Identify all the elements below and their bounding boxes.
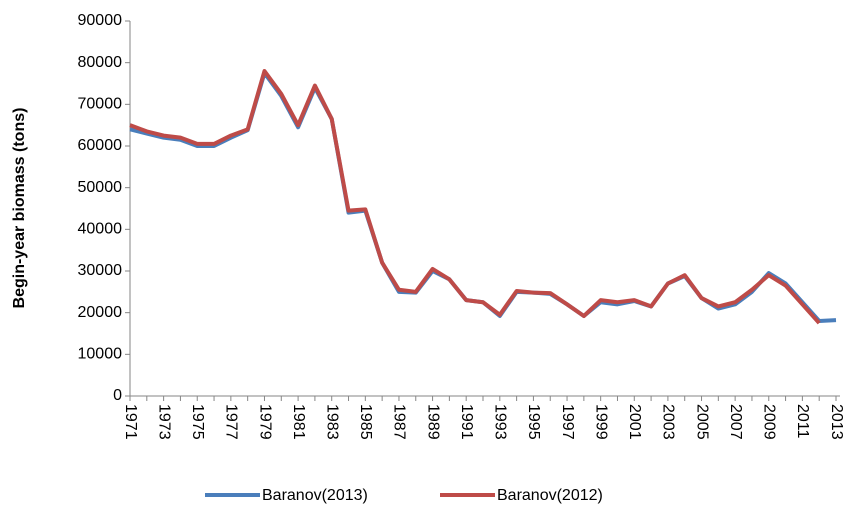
x-tick-label: 1981 [290,404,307,440]
x-tick-label: 1985 [357,404,374,440]
y-tick-label: 20000 [78,304,123,321]
x-tick-label: 2011 [794,404,811,439]
x-tick-label: 1971 [122,404,139,440]
y-tick-label: 80000 [78,54,123,71]
line-series [129,71,837,323]
x-tick-label: 1993 [492,404,509,440]
y-tick-label: 50000 [78,179,123,196]
legend-label: Baranov(2012) [497,487,603,504]
x-tick-label: 1997 [559,404,576,440]
y-tick-label: 30000 [78,262,123,279]
x-tick-label: 2009 [761,404,778,440]
x-tick-label: 1999 [592,404,609,440]
x-tick-label: 1983 [323,404,340,440]
x-tick-label: 2007 [727,404,744,440]
line-series [129,69,821,325]
x-tick-label: 1995 [525,404,542,440]
x-tick-label: 1989 [424,404,441,440]
x-tick-label: 1987 [391,404,408,440]
y-tick-label: 60000 [78,137,123,154]
y-tick-label: 0 [113,387,122,404]
y-tick-label: 90000 [78,12,123,29]
x-tick-label: 2001 [626,404,643,440]
x-tick-label: 1973 [155,404,172,440]
legend-label: Baranov(2013) [262,487,368,504]
x-tick-label: 2005 [693,404,710,440]
x-tick-label: 1977 [223,404,240,440]
y-tick-label: 40000 [78,221,123,238]
x-tick-label: 1979 [256,404,273,440]
x-tick-label: 2013 [828,404,845,440]
y-tick-label: 10000 [78,346,123,363]
x-tick-label: 1975 [189,404,206,440]
x-tick-label: 1991 [458,404,475,440]
x-tick-label: 2003 [660,404,677,440]
y-tick-label: 70000 [78,96,123,113]
y-axis-label: Begin-year biomass (tons) [11,108,28,309]
